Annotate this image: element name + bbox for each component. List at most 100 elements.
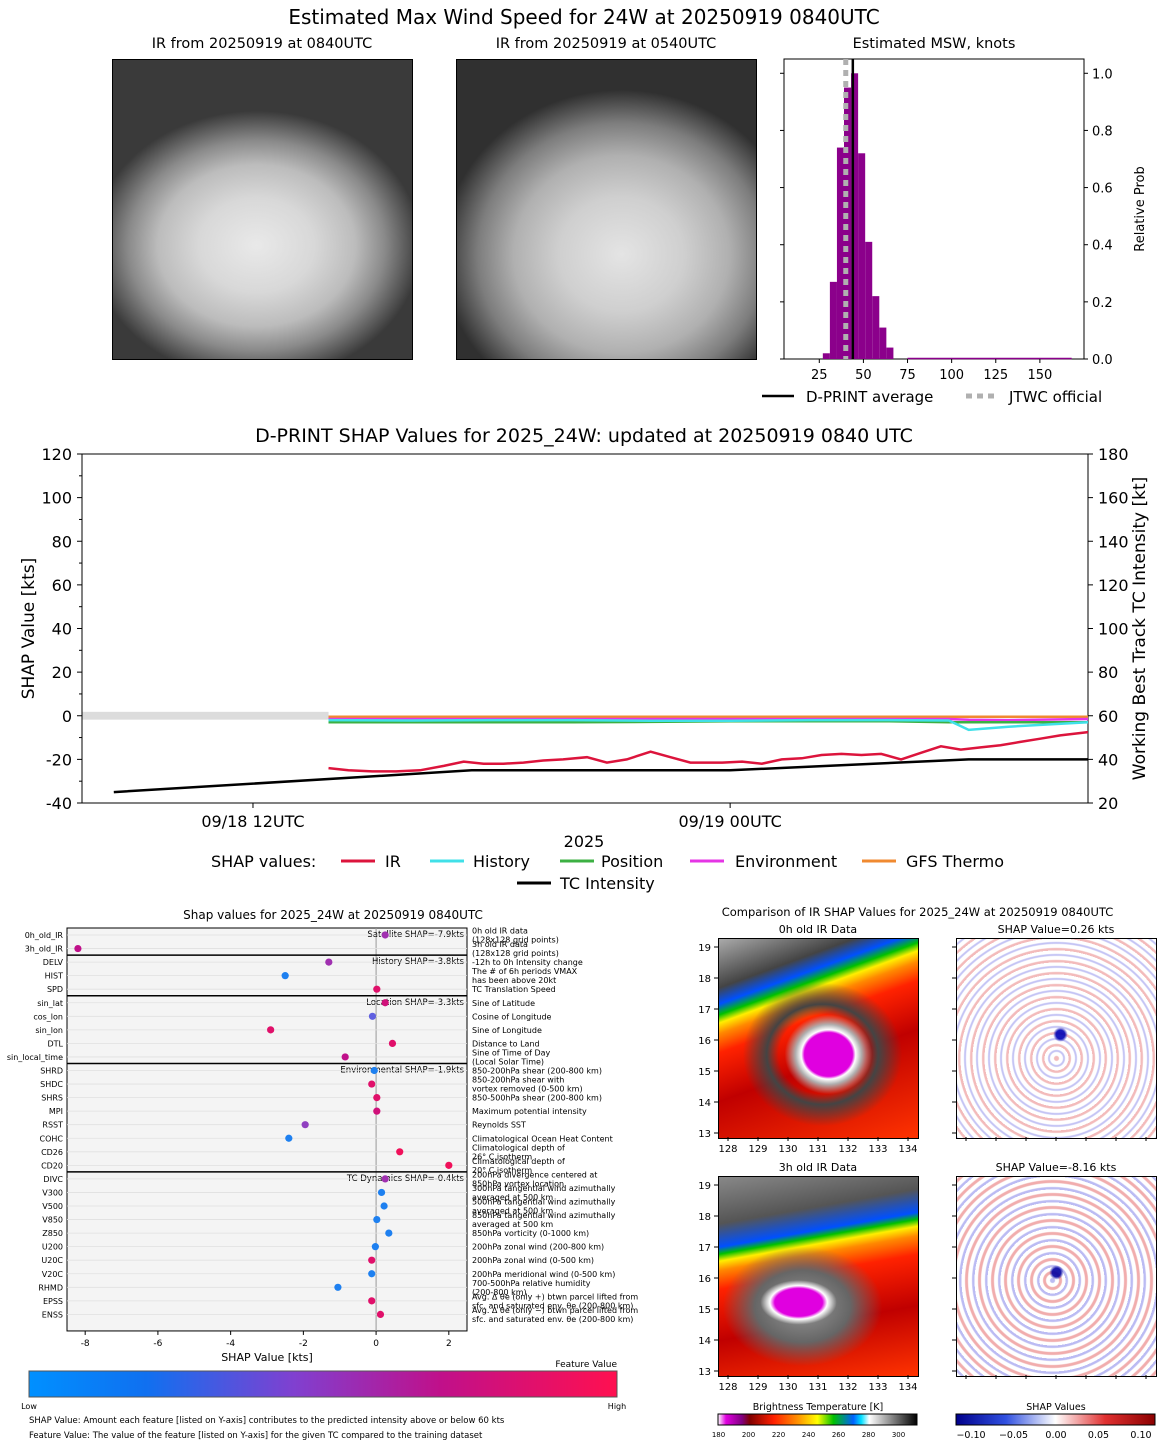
msw-bar: [879, 327, 887, 359]
shap-cb-tick: −0.10: [956, 1430, 985, 1441]
feature-desc: 0h old IR data: [472, 927, 528, 936]
feature-name: V850: [42, 1216, 63, 1225]
ts-ytick-label: 120: [41, 445, 72, 464]
irc-ytick-label: 16: [698, 1036, 711, 1047]
colorbar-title: Feature Value: [555, 1360, 617, 1370]
msw-bar: [829, 281, 837, 359]
ts-ytick-label: -40: [46, 794, 72, 813]
irc-ytick-label: 13: [698, 1129, 711, 1140]
irc-ytick-label: 16: [698, 1274, 711, 1285]
ts-ytick-label: -20: [46, 750, 72, 769]
ts-ytick-right-label: 140: [1098, 532, 1129, 551]
feature-name: DTL: [47, 1039, 63, 1048]
feature-dot: [325, 958, 333, 966]
ts-ytick-right-label: 160: [1098, 489, 1129, 508]
shap-feature-panel: Shap values for 2025_24W at 20250919 084…: [7, 908, 639, 1441]
feature-desc: Reynolds SST: [472, 1121, 526, 1130]
feature-desc: 200hPa zonal wind (0-500 km): [472, 1256, 594, 1265]
feature-desc: (Local Solar Time): [472, 1057, 544, 1066]
irc-xtick-label: 134: [898, 1144, 917, 1155]
msw-bar: [858, 153, 866, 359]
feature-name: cos_lon: [33, 1012, 63, 1021]
legend-jtwc-label: JTWC official: [1008, 388, 1102, 405]
feature-name: sin_lat: [37, 999, 63, 1008]
irc-ytick-label: 18: [698, 974, 711, 985]
feature-name: COHC: [40, 1134, 64, 1143]
ts-ytick-right-label: 60: [1098, 707, 1118, 726]
ts-ytick-label: 60: [52, 576, 72, 595]
feature-dot: [368, 1270, 376, 1278]
msw-title: Estimated MSW, knots: [852, 36, 1016, 52]
feature-desc: 3h old IR data: [472, 940, 528, 949]
irc-ytick-label: 13: [698, 1367, 711, 1378]
feature-desc: Climatological Ocean Heat Content: [472, 1134, 613, 1143]
ts-ytick-label: 80: [52, 532, 72, 551]
ts-ytick-right-label: 20: [1098, 794, 1118, 813]
ts-ytick-label: 100: [41, 489, 72, 508]
feature-dot: [74, 944, 82, 953]
msw-ytick-label: 0.2: [1092, 296, 1113, 311]
bt-tick: 220: [772, 1431, 785, 1439]
main-title: Estimated Max Wind Speed for 24W at 2025…: [288, 5, 880, 29]
shap-cb-tick: 0.00: [1045, 1430, 1066, 1441]
feature-dot: [285, 1134, 293, 1142]
feature-name: 3h_old_IR: [25, 945, 64, 954]
irc-ytick-label: 19: [698, 943, 711, 954]
shap-xlabel: SHAP Value [kts]: [221, 1351, 313, 1364]
ts-legend-label: TC Intensity: [559, 874, 655, 893]
ts-legend-label: Position: [601, 852, 663, 871]
msw-ytick-label: 1.0: [1092, 67, 1113, 82]
msw-bar: [836, 147, 844, 359]
ts-ytick-right-label: 120: [1098, 576, 1129, 595]
ts-xlabel: 2025: [564, 832, 605, 851]
irc-xtick-label: 128: [718, 1382, 737, 1393]
irc-ytick-label: 15: [698, 1067, 711, 1078]
feature-name: DELV: [43, 958, 64, 967]
feature-desc: averaged at 500 km: [472, 1193, 553, 1202]
feature-desc: Climatological depth of: [472, 1143, 565, 1152]
msw-bar: [872, 296, 880, 359]
feature-name: SHRS: [41, 1094, 63, 1103]
msw-xtick-label: 50: [855, 368, 872, 383]
feature-desc: (128x128 grid points): [472, 936, 559, 945]
msw-xtick-label: 125: [983, 368, 1008, 383]
bt-tick: 260: [832, 1431, 845, 1439]
shap-title: Shap values for 2025_24W at 20250919 084…: [183, 908, 483, 922]
feature-desc: Avg. Δ θe (only +) btwn parcel lifted fr…: [472, 1292, 638, 1301]
p2-title: SHAP Value=0.26 kts: [997, 923, 1115, 936]
feature-desc: 850-500hPa shear (200-800 km): [472, 1094, 602, 1103]
ts-legend-label: IR: [385, 852, 401, 871]
feature-desc: 26° C isotherm: [472, 1152, 532, 1161]
feature-dot: [334, 1283, 342, 1291]
feature-desc: sfc. and saturated env. θe (200-800 km): [472, 1315, 633, 1324]
ts-legend-label: Environment: [735, 852, 837, 871]
ir2-title: IR from 20250919 at 0540UTC: [495, 36, 717, 52]
feature-dot: [267, 1026, 275, 1034]
bt-tick: 280: [862, 1431, 875, 1439]
bt-colorbar-label: Brightness Temperature [K]: [753, 1402, 883, 1413]
ts-legend-label: History: [473, 852, 530, 871]
zero-band: [82, 711, 329, 720]
ir-3h-shap-map: [956, 1176, 1157, 1377]
feature-dot: [341, 1053, 349, 1061]
msw-histogram: 25 50 75 100 125 150 0.0 0.2 0.4 0.6 0.8 1.0 Relativ…: [762, 58, 1148, 405]
shap-cb-tick: 0.10: [1130, 1430, 1151, 1441]
irc-xtick-label: 132: [838, 1382, 857, 1393]
feature-value-colorbar: [28, 1370, 618, 1398]
shap-xtick-label: 2: [446, 1339, 452, 1349]
ts-ylabel-right: Working Best Track TC Intensity [kt]: [1130, 477, 1150, 781]
feature-desc: vortex removed (0-500 km): [472, 1085, 583, 1094]
feature-name: V300: [42, 1188, 63, 1197]
feature-desc: averaged at 500 km: [472, 1207, 553, 1216]
msw-bar: [851, 73, 859, 360]
feature-desc: 200hPa divergence centered at: [472, 1170, 597, 1179]
ts-ytick-label: 40: [52, 620, 72, 639]
irc-xtick-label: 133: [868, 1382, 887, 1393]
irc-ytick-label: 17: [698, 1005, 711, 1016]
bt-colorbar: [717, 1413, 918, 1426]
p4-title: SHAP Value=-8.16 kts: [995, 1161, 1117, 1174]
ts-xtick-label: 09/19 00UTC: [678, 812, 781, 831]
irc-ytick-label: 18: [698, 1212, 711, 1223]
feature-dot: [373, 1094, 381, 1102]
feature-dot: [376, 1310, 385, 1318]
